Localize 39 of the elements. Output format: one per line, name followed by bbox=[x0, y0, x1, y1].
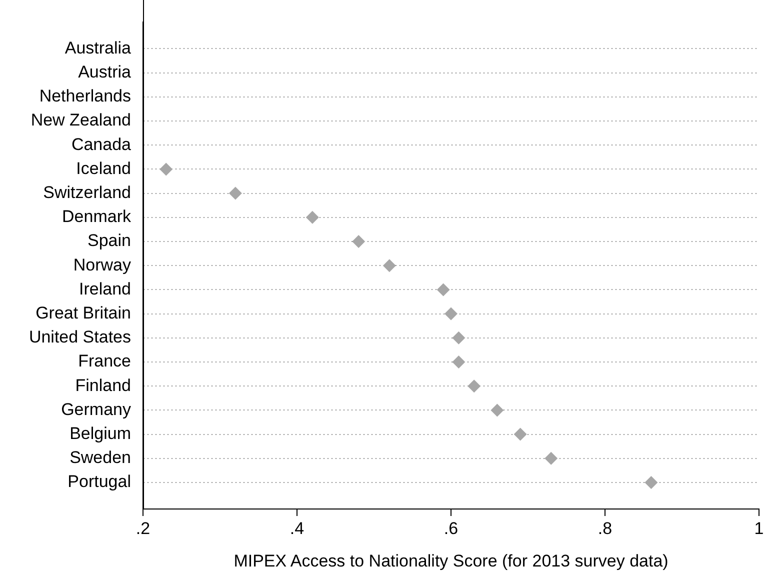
y-tick-label: Germany bbox=[61, 400, 132, 419]
y-tick-label: Austria bbox=[78, 62, 132, 82]
y-tick-label: Iceland bbox=[76, 158, 131, 178]
x-tick-label: .4 bbox=[290, 518, 304, 538]
point bbox=[490, 404, 504, 417]
y-tick-label: Sweden bbox=[70, 448, 131, 468]
y-tick-label: Denmark bbox=[62, 207, 132, 226]
y-tick-label: Netherlands bbox=[39, 86, 131, 106]
point bbox=[444, 307, 458, 320]
x-tick-label: .2 bbox=[136, 518, 150, 538]
y-tick-label: France bbox=[78, 352, 131, 371]
x-tick-label: .6 bbox=[444, 518, 458, 538]
point bbox=[160, 162, 173, 176]
y-tick-label: Finland bbox=[75, 376, 131, 395]
point bbox=[544, 452, 558, 465]
point bbox=[452, 355, 466, 368]
y-tick-label: Great Britain bbox=[36, 303, 131, 322]
x-tick-label: 1 bbox=[754, 518, 764, 538]
point bbox=[228, 186, 242, 200]
point bbox=[468, 380, 481, 393]
y-tick-label: New Zealand bbox=[30, 110, 131, 130]
y-tick-label: Canada bbox=[71, 134, 132, 154]
y-tick-label: Portugal bbox=[68, 472, 131, 492]
y-tick-label: Belgium bbox=[70, 424, 131, 443]
y-tick-label: Switzerland bbox=[43, 182, 131, 202]
point bbox=[452, 331, 466, 344]
point bbox=[644, 476, 658, 489]
y-tick-label: United States bbox=[28, 328, 131, 347]
x-tick-label: .8 bbox=[598, 518, 612, 538]
point bbox=[382, 259, 396, 272]
point bbox=[352, 235, 366, 248]
y-tick-label: Ireland bbox=[79, 279, 131, 298]
point bbox=[436, 283, 450, 296]
y-tick-label: Norway bbox=[73, 255, 132, 274]
point bbox=[514, 428, 527, 441]
x-axis-title: MIPEX Access to Nationality Score (for 2013 survey data) bbox=[234, 551, 668, 570]
y-tick-label: Spain bbox=[88, 231, 131, 250]
point bbox=[306, 210, 319, 224]
y-tick-label: Australia bbox=[64, 38, 132, 58]
